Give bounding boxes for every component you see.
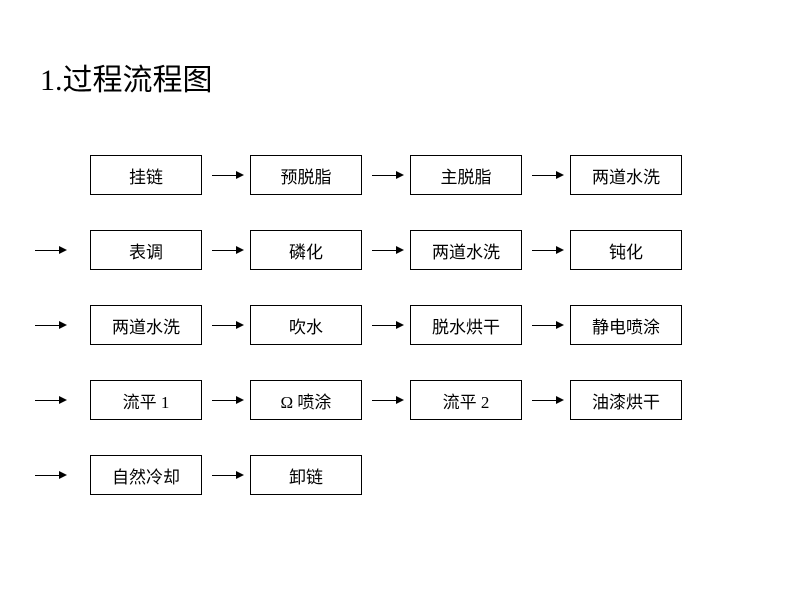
process-node: Ω 喷涂: [250, 380, 362, 420]
page-title: 1.过程流程图: [40, 55, 213, 99]
process-node-label: 磷化: [289, 238, 323, 263]
process-node: 流平 1: [90, 380, 202, 420]
process-node-label: 流平 1: [123, 388, 170, 413]
arrow: [532, 171, 564, 179]
arrow: [372, 246, 404, 254]
process-node-label: 吹水: [289, 313, 323, 338]
process-node-label: 钝化: [609, 238, 643, 263]
process-node: 两道水洗: [410, 230, 522, 270]
process-node: 油漆烘干: [570, 380, 682, 420]
process-node-label: 主脱脂: [441, 163, 492, 188]
process-node: 脱水烘干: [410, 305, 522, 345]
arrow: [372, 321, 404, 329]
process-node-label: 两道水洗: [592, 163, 660, 188]
process-node-label: 两道水洗: [112, 313, 180, 338]
process-node: 两道水洗: [570, 155, 682, 195]
process-node: 自然冷却: [90, 455, 202, 495]
arrow: [532, 246, 564, 254]
process-node-label: 预脱脂: [281, 163, 332, 188]
process-node: 挂链: [90, 155, 202, 195]
process-node: 卸链: [250, 455, 362, 495]
arrow: [372, 171, 404, 179]
arrow: [35, 396, 67, 404]
arrow: [212, 321, 244, 329]
arrow: [212, 171, 244, 179]
process-node-label: 静电喷涂: [592, 313, 660, 338]
process-node-label: 油漆烘干: [592, 388, 660, 413]
arrow: [35, 471, 67, 479]
process-node: 磷化: [250, 230, 362, 270]
arrow: [212, 246, 244, 254]
process-node: 静电喷涂: [570, 305, 682, 345]
arrow: [532, 396, 564, 404]
process-node: 钝化: [570, 230, 682, 270]
process-node-label: 流平 2: [443, 388, 490, 413]
process-node-label: 脱水烘干: [432, 313, 500, 338]
process-node-label: Ω 喷涂: [281, 388, 332, 413]
process-node-label: 自然冷却: [112, 463, 180, 488]
process-node: 流平 2: [410, 380, 522, 420]
process-node: 两道水洗: [90, 305, 202, 345]
process-node-label: 挂链: [129, 163, 163, 188]
arrow: [212, 396, 244, 404]
process-node-label: 两道水洗: [432, 238, 500, 263]
process-node: 吹水: [250, 305, 362, 345]
process-node-label: 表调: [129, 238, 163, 263]
process-node-label: 卸链: [289, 463, 323, 488]
arrow: [372, 396, 404, 404]
process-node: 预脱脂: [250, 155, 362, 195]
arrow: [35, 246, 67, 254]
arrow: [532, 321, 564, 329]
arrow: [212, 471, 244, 479]
arrow: [35, 321, 67, 329]
process-node: 主脱脂: [410, 155, 522, 195]
process-node: 表调: [90, 230, 202, 270]
